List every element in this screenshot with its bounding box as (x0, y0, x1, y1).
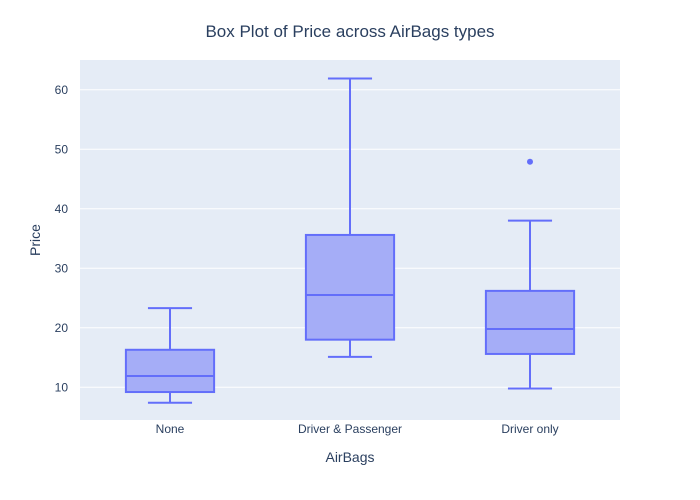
y-tick-label: 10 (55, 380, 69, 394)
x-axis-ticks: None Driver & Passenger Driver only (156, 422, 559, 436)
outlier-point (527, 158, 533, 165)
y-tick-label: 40 (55, 202, 69, 216)
chart-title: Box Plot of Price across AirBags types (205, 22, 494, 41)
y-tick-label: 20 (55, 321, 69, 335)
x-tick-label: Driver & Passenger (298, 422, 402, 436)
y-tick-label: 50 (55, 142, 69, 156)
x-tick-label: Driver only (501, 422, 558, 436)
box-iqr (484, 289, 576, 355)
boxes (124, 77, 576, 404)
box-none (124, 307, 216, 404)
x-tick-label: None (156, 422, 185, 436)
box-iqr (304, 233, 396, 341)
x-axis-title: AirBags (325, 449, 374, 465)
box-driver-only (484, 158, 576, 390)
y-axis-title: Price (27, 224, 43, 256)
box-iqr (124, 348, 216, 394)
y-axis-ticks: 10 20 30 40 50 60 (55, 83, 69, 395)
box-driver-passenger (304, 77, 396, 358)
y-tick-label: 60 (55, 83, 69, 97)
y-tick-label: 30 (55, 261, 69, 275)
